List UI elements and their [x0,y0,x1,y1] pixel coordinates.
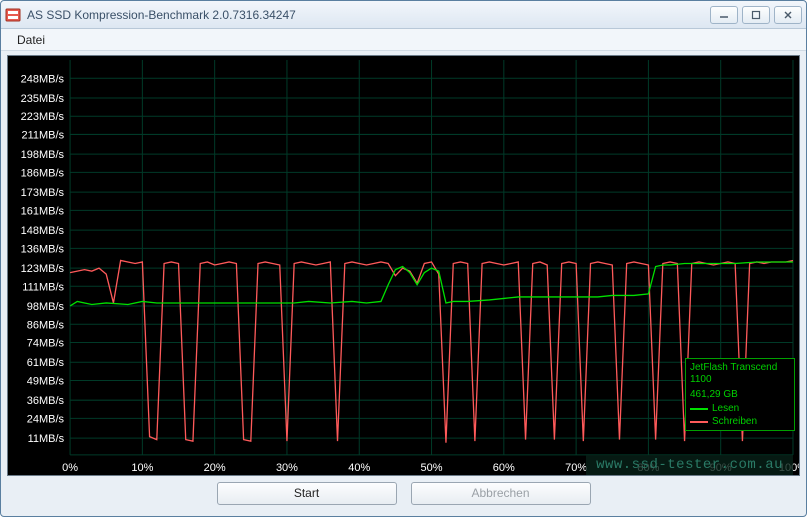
svg-text:70%: 70% [565,462,587,474]
legend-read-row: Lesen [690,403,790,416]
svg-text:198MB/s: 198MB/s [21,149,65,161]
chart-legend: JetFlash Transcend 1100 461,29 GB Lesen … [685,358,795,432]
app-window: AS SSD Kompression-Benchmark 2.0.7316.34… [0,0,807,517]
svg-text:186MB/s: 186MB/s [21,167,65,179]
menubar: Datei [1,29,806,51]
legend-read-swatch [690,408,708,410]
window-title: AS SSD Kompression-Benchmark 2.0.7316.34… [27,8,710,22]
svg-text:98MB/s: 98MB/s [27,301,65,313]
svg-text:86MB/s: 86MB/s [27,319,65,331]
svg-text:173MB/s: 173MB/s [21,187,65,199]
svg-text:136MB/s: 136MB/s [21,243,65,255]
abort-button[interactable]: Abbrechen [411,482,591,505]
svg-text:49MB/s: 49MB/s [27,375,65,387]
titlebar: AS SSD Kompression-Benchmark 2.0.7316.34… [1,1,806,29]
svg-text:211MB/s: 211MB/s [21,129,64,141]
svg-text:223MB/s: 223MB/s [21,111,65,123]
legend-write-row: Schreiben [690,416,790,429]
svg-text:40%: 40% [348,462,370,474]
button-row: Start Abbrechen [7,476,800,510]
content-area: 11MB/s 24MB/s 36MB/s 49MB/s 61MB/s 74MB/s 86MB… [1,51,806,516]
watermark: www.ssd-tester.com.au [586,455,793,475]
app-icon [5,7,21,23]
svg-text:148MB/s: 148MB/s [21,225,65,237]
svg-text:235MB/s: 235MB/s [21,93,65,105]
svg-text:36MB/s: 36MB/s [27,395,65,407]
svg-text:248MB/s: 248MB/s [21,73,65,85]
svg-text:74MB/s: 74MB/s [27,337,65,349]
svg-text:0%: 0% [62,462,78,474]
svg-text:10%: 10% [131,462,153,474]
legend-read-label: Lesen [712,403,739,416]
legend-write-label: Schreiben [712,416,757,429]
legend-write-swatch [690,421,708,423]
svg-text:60%: 60% [493,462,515,474]
svg-text:24MB/s: 24MB/s [27,413,65,425]
svg-text:111MB/s: 111MB/s [22,281,64,293]
start-button[interactable]: Start [217,482,397,505]
menu-datei[interactable]: Datei [9,31,53,49]
svg-text:61MB/s: 61MB/s [27,357,65,369]
svg-text:20%: 20% [204,462,226,474]
close-button[interactable] [774,6,802,24]
window-controls [710,6,802,24]
svg-text:123MB/s: 123MB/s [21,263,65,275]
compression-chart: 11MB/s 24MB/s 36MB/s 49MB/s 61MB/s 74MB/s 86MB… [7,55,800,476]
svg-text:30%: 30% [276,462,298,474]
svg-text:11MB/s: 11MB/s [28,433,65,445]
svg-text:161MB/s: 161MB/s [21,205,65,217]
svg-text:50%: 50% [421,462,443,474]
minimize-button[interactable] [710,6,738,24]
legend-device: JetFlash Transcend 1100 [690,362,790,387]
legend-capacity: 461,29 GB [690,389,790,402]
maximize-button[interactable] [742,6,770,24]
